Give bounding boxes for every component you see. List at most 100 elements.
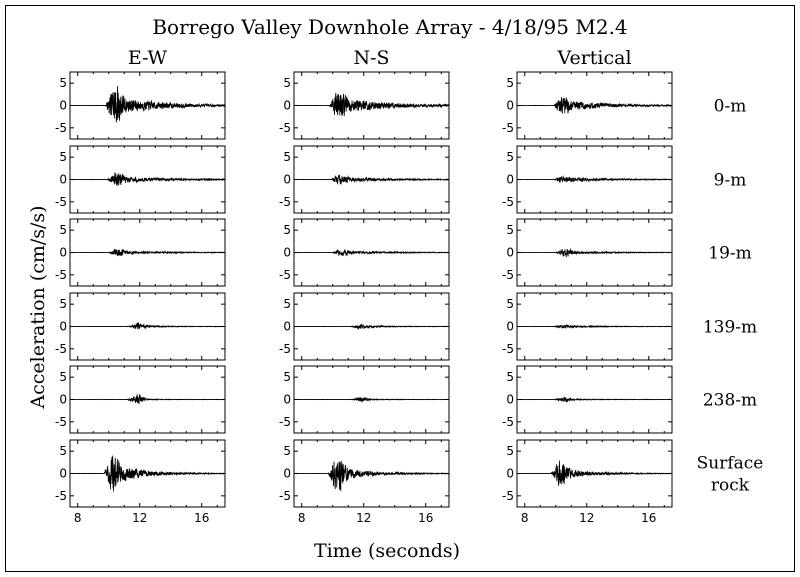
y-tick-label: 0 <box>506 393 514 407</box>
y-tick-label: -5 <box>502 268 514 282</box>
x-tick-label: 8 <box>298 511 306 525</box>
x-tick-label: 8 <box>74 511 82 525</box>
panel: 5 0 -5 8 12 16 <box>279 439 450 525</box>
waveform-trace <box>69 455 226 492</box>
y-tick-label: 5 <box>59 150 67 164</box>
waveform-trace <box>293 174 450 186</box>
waveform-trace <box>69 394 226 405</box>
y-tick-label: 5 <box>59 223 67 237</box>
y-tick-label: 5 <box>506 370 514 384</box>
y-tick-label: -5 <box>502 342 514 356</box>
y-tick-label: 5 <box>59 76 67 90</box>
y-tick-label: -5 <box>279 489 291 503</box>
waveform-trace <box>516 324 673 329</box>
waveform-trace <box>69 86 226 123</box>
x-tick-label: 12 <box>132 511 147 525</box>
column-label: Vertical <box>556 47 631 69</box>
y-tick-label: -5 <box>502 489 514 503</box>
x-tick-label: 16 <box>641 511 656 525</box>
y-tick-label: 0 <box>59 393 67 407</box>
waveform-trace <box>516 174 673 183</box>
panel: 5 0 -5 <box>502 218 673 287</box>
y-tick-label: -5 <box>279 121 291 135</box>
y-tick-label: -5 <box>55 268 67 282</box>
panel: 5 0 -5 <box>279 292 450 361</box>
chart-title: Borrego Valley Downhole Array - 4/18/95 … <box>152 15 627 39</box>
y-tick-label: 0 <box>283 99 291 113</box>
row-label: Surface <box>697 454 764 474</box>
y-tick-label: 5 <box>283 150 291 164</box>
y-tick-label: -5 <box>502 121 514 135</box>
y-tick-label: 0 <box>283 467 291 481</box>
y-axis-label: Acceleration (cm/s/s) <box>27 205 49 409</box>
column-label: E-W <box>128 47 168 69</box>
y-tick-label: 0 <box>59 320 67 334</box>
waveform-trace <box>293 460 450 492</box>
column-label: N-S <box>353 47 389 69</box>
row-label: 139-m <box>703 318 757 338</box>
panel: 5 0 -5 <box>279 365 450 434</box>
panel: 5 0 -5 <box>55 71 226 140</box>
row-label: 9-m <box>714 171 747 191</box>
row-label: rock <box>711 476 750 496</box>
y-tick-label: -5 <box>279 342 291 356</box>
y-tick-label: 0 <box>59 99 67 113</box>
y-tick-label: 0 <box>59 173 67 187</box>
y-tick-label: 0 <box>506 467 514 481</box>
y-tick-label: 0 <box>283 173 291 187</box>
y-tick-label: 5 <box>506 150 514 164</box>
waveform-trace <box>69 321 226 330</box>
y-tick-label: 5 <box>506 76 514 90</box>
row-label: 0-m <box>714 97 747 117</box>
waveform-trace <box>516 97 673 114</box>
waveform-trace <box>293 249 450 257</box>
y-tick-label: -5 <box>55 195 67 209</box>
waveform-trace <box>293 323 450 331</box>
y-tick-label: -5 <box>502 195 514 209</box>
y-tick-label: -5 <box>502 415 514 429</box>
column-labels: E-W N-S Vertical <box>128 47 632 69</box>
y-tick-label: 5 <box>506 223 514 237</box>
panel: 5 0 -5 <box>55 365 226 434</box>
waveform-trace <box>293 396 450 403</box>
y-tick-label: 5 <box>283 370 291 384</box>
panel-grid: 5 0 -5 5 0 -5 5 0 -5 5 0 -5 5 0 -5 5 0 -5 8 12 16 5 0 -5 5 0 -5 5 0 -… <box>55 71 673 525</box>
panel: 5 0 -5 8 12 16 <box>55 439 226 525</box>
y-tick-label: 0 <box>59 467 67 481</box>
x-tick-label: 8 <box>521 511 529 525</box>
y-tick-label: 0 <box>506 246 514 260</box>
y-tick-label: 0 <box>506 99 514 113</box>
waveform-trace <box>69 172 226 186</box>
y-tick-label: 0 <box>283 246 291 260</box>
y-tick-label: 5 <box>506 297 514 311</box>
y-tick-label: 5 <box>59 297 67 311</box>
x-tick-label: 16 <box>194 511 209 525</box>
y-tick-label: 0 <box>59 246 67 260</box>
waveform-trace <box>516 460 673 486</box>
x-tick-label: 12 <box>579 511 594 525</box>
figure-frame <box>5 5 795 572</box>
panel: 5 0 -5 <box>279 218 450 287</box>
y-tick-label: -5 <box>55 415 67 429</box>
panel: 5 0 -5 <box>502 292 673 361</box>
waveform-trace <box>69 248 226 257</box>
panel: 5 0 -5 <box>502 71 673 140</box>
y-tick-label: 5 <box>283 444 291 458</box>
y-tick-label: -5 <box>279 195 291 209</box>
panel: 5 0 -5 <box>279 71 450 140</box>
y-tick-label: 0 <box>506 320 514 334</box>
waveform-trace <box>516 396 672 403</box>
panel: 5 0 -5 <box>55 145 226 214</box>
panel: 5 0 -5 <box>279 145 450 214</box>
panel: 5 0 -5 <box>55 218 226 287</box>
y-tick-label: 5 <box>283 297 291 311</box>
y-tick-label: 5 <box>506 444 514 458</box>
x-tick-label: 12 <box>356 511 371 525</box>
y-tick-label: -5 <box>55 121 67 135</box>
y-tick-label: 5 <box>283 76 291 90</box>
panel: 5 0 -5 8 12 16 <box>502 439 673 525</box>
y-tick-label: -5 <box>55 342 67 356</box>
waveform-trace <box>293 92 450 117</box>
